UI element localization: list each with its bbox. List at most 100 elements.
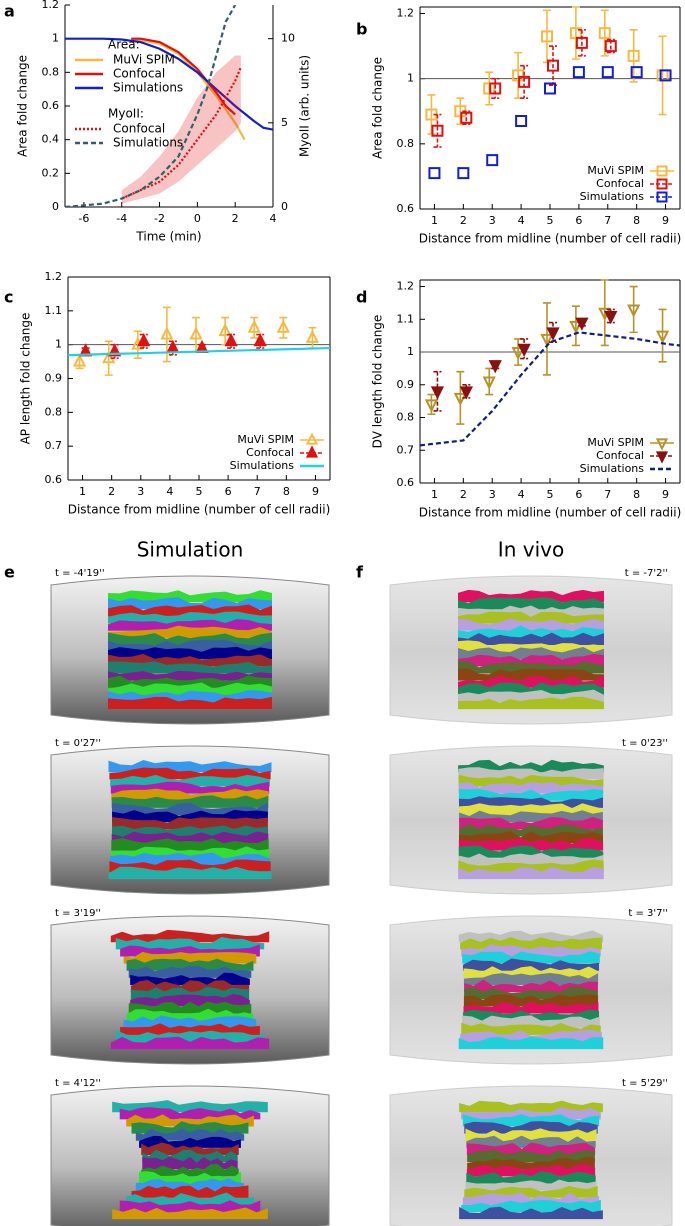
panel-label: a — [4, 2, 15, 21]
y-tick-label: 0.8 — [45, 405, 63, 418]
legend-swatch — [656, 165, 668, 177]
timestamp: t = 4'12'' — [55, 1078, 101, 1089]
x-tick-label: 5 — [547, 214, 554, 227]
marker — [569, 320, 583, 335]
marker — [460, 111, 473, 124]
y-tick-label: 0.9 — [45, 372, 63, 385]
tissue-stripe — [111, 802, 269, 816]
marker — [102, 349, 116, 364]
marker — [424, 399, 439, 413]
legend-group: MyoII: — [108, 107, 144, 121]
tissue-stripe — [108, 696, 272, 710]
error-bar — [491, 77, 500, 100]
marker — [160, 326, 174, 340]
x-tick-label: 5 — [196, 485, 203, 498]
legend-swatch — [656, 191, 668, 203]
tissue-stripe — [458, 696, 604, 710]
y-tick-label: 0.2 — [42, 166, 60, 179]
y-axis-label: Area fold change — [371, 57, 385, 159]
x-tick-label: 3 — [137, 485, 144, 498]
y-tick-label: 0.6 — [42, 99, 60, 112]
tissue-stripe — [112, 817, 268, 830]
tissue-stripe — [466, 1164, 596, 1177]
y-tick-label: 0.6 — [45, 473, 63, 486]
tissue-stripe — [108, 661, 272, 674]
error-bar — [456, 370, 465, 425]
tissue-stripe — [126, 958, 254, 971]
tissue-stripe — [123, 951, 257, 964]
error-bar — [600, 279, 609, 347]
x-axis-label: Distance from midline (number of cell ra… — [419, 506, 682, 520]
tissue-stripe — [458, 640, 604, 653]
legend-label: MuVi SPIM — [587, 164, 644, 177]
legend-label: Simulations — [113, 136, 183, 150]
line — [65, 5, 237, 207]
error-bar — [629, 285, 638, 334]
tissue-stripe — [108, 670, 272, 681]
tissue-stripe — [128, 1001, 252, 1014]
y-tick-label: 1 — [407, 72, 414, 85]
tissue-stripe — [467, 1156, 595, 1170]
tissue-stripe — [458, 611, 604, 624]
x-tick-label: 1 — [79, 485, 86, 498]
y-tick-label: 0.4 — [42, 133, 60, 146]
marker — [598, 27, 611, 40]
error-bar — [549, 45, 557, 86]
tissue-stripe — [108, 646, 272, 660]
y-tick-label: 1.1 — [397, 312, 415, 325]
marker — [515, 115, 528, 128]
tissue-stripe — [462, 951, 600, 964]
legend-swatch — [305, 445, 319, 458]
marker — [457, 167, 470, 180]
y-tick-label: 0 — [52, 200, 59, 213]
timestamp: t = 5'29'' — [622, 1078, 668, 1089]
marker — [546, 327, 560, 341]
tissue-stripe — [108, 611, 272, 624]
marker — [572, 66, 585, 79]
marker — [72, 353, 87, 367]
x-tick-label: 7 — [604, 488, 611, 501]
y-tick-label: 1.2 — [42, 0, 60, 11]
panel-title: In vivo — [498, 538, 564, 562]
marker — [253, 333, 267, 347]
tissue-stripe — [459, 1206, 603, 1220]
tissue-stripe — [464, 979, 598, 993]
x-tick-label: 6 — [225, 485, 232, 498]
marker — [655, 330, 670, 344]
error-bar — [543, 9, 551, 64]
x-tick-label: 1 — [431, 488, 438, 501]
panel-label: c — [4, 288, 13, 307]
band — [121, 55, 241, 204]
tissue-stripe — [458, 625, 604, 638]
y-tick-label: 0.7 — [397, 443, 415, 456]
marker — [137, 333, 151, 347]
tissue-stripe — [463, 1001, 599, 1014]
tissue-stripe — [458, 597, 604, 610]
x-axis-label: Distance from midline (number of cell ra… — [419, 232, 682, 246]
panel-label: f — [356, 563, 364, 582]
x-tick-label: 2 — [108, 485, 115, 498]
y-tick-label: 0.8 — [397, 411, 415, 424]
tissue-stripe — [130, 980, 250, 993]
tissue-stripe — [110, 1036, 270, 1050]
x-axis-label: Distance from midline (number of cell ra… — [68, 503, 331, 517]
y-tick-label: 0.8 — [397, 137, 415, 150]
marker — [604, 311, 618, 325]
x-tick-label: 9 — [312, 485, 319, 498]
marker — [453, 392, 467, 407]
legend-label: Confocal — [596, 449, 644, 462]
tissue-stripe — [458, 781, 604, 794]
y2-tick-label: 10 — [281, 32, 295, 45]
y-axis-label: AP length fold change — [19, 313, 33, 445]
tissue-stripe — [109, 767, 271, 780]
marker — [575, 317, 589, 331]
marker — [512, 69, 525, 82]
tissue-stripe — [130, 986, 250, 1000]
tissue-stripe — [111, 831, 269, 844]
timestamp: t = 3'7'' — [628, 908, 668, 919]
tissue-stripe — [110, 852, 270, 865]
tissue-stripe — [108, 682, 272, 695]
panel-label: e — [4, 563, 15, 582]
x-tick-label: 2 — [460, 214, 467, 227]
x-tick-label: 9 — [662, 488, 669, 501]
